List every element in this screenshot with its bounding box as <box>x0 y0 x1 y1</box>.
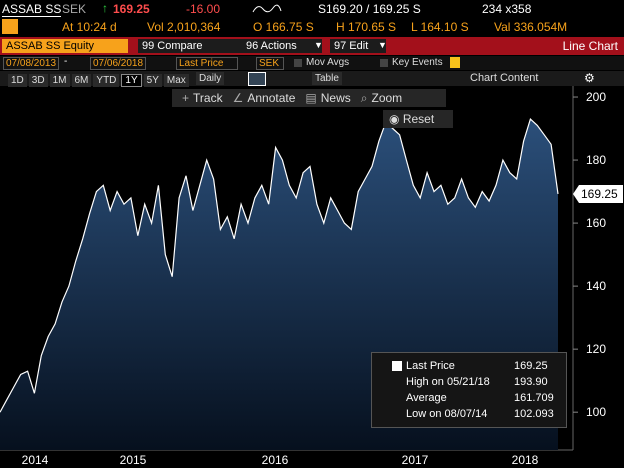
dropdown-arrow: ▼ <box>378 40 387 50</box>
reset-button[interactable]: ◉ Reset <box>383 110 453 128</box>
legend-value: 193.90 <box>514 376 548 388</box>
legend-label: Average <box>406 392 447 404</box>
period-button[interactable]: 5Y <box>143 74 162 87</box>
end-date[interactable]: 07/06/2018 <box>90 57 147 70</box>
currency: SEK <box>62 2 87 16</box>
chart-content[interactable]: Chart Content <box>470 72 539 84</box>
x-tick-label: 2015 <box>120 453 147 467</box>
ticker: ASSAB SS <box>2 2 62 17</box>
checkbox[interactable] <box>294 59 302 67</box>
high: H 170.65 S <box>336 20 397 34</box>
tool-icon: ∠ <box>232 91 244 105</box>
period-button[interactable]: 1M <box>49 74 70 87</box>
dropdown-arrow: ▼ <box>314 40 323 50</box>
legend-label: Low on 08/07/14 <box>406 408 488 420</box>
compare-button[interactable]: 99 Compare <box>138 39 242 53</box>
x-tick-label: 2014 <box>22 453 49 467</box>
tool-button[interactable]: News <box>320 91 351 105</box>
checkbox[interactable] <box>380 59 388 67</box>
field-select[interactable]: Last Price <box>176 57 238 70</box>
x-tick-label: 2017 <box>402 453 429 467</box>
legend-swatch <box>392 361 402 371</box>
x-tick-label: 2018 <box>512 453 539 467</box>
legend-row: Low on 08/07/14 102.093 <box>372 407 566 423</box>
quote-icon <box>2 19 18 34</box>
title-bar: ASSAB SS SEK ↑ 169.25 -16.00 S169.20 / 1… <box>0 0 624 18</box>
tool-icon: ▤ <box>305 91 317 105</box>
key-events: Key Events <box>392 57 443 68</box>
value-traded: Val 336.054M <box>494 20 568 34</box>
legend-label: High on 05/21/18 <box>406 376 490 388</box>
tool-icon: ⌕ <box>360 91 368 105</box>
open: O 166.75 S <box>253 20 314 34</box>
period-button[interactable]: YTD <box>93 74 120 87</box>
last-price-box <box>573 184 623 203</box>
low: L 164.10 S <box>411 20 469 34</box>
period-button[interactable]: 1Y <box>121 74 142 87</box>
period-button[interactable]: 1D <box>8 74 27 87</box>
y-tick-label: 200 <box>586 90 606 104</box>
bid-ask: S169.20 / 169.25 S <box>318 2 421 16</box>
y-tick-label: 160 <box>586 216 606 230</box>
legend-label: Last Price <box>406 360 455 372</box>
y-tick-label: 120 <box>586 342 606 356</box>
legend-value: 161.709 <box>514 392 554 404</box>
tool-button[interactable]: Zoom <box>371 91 403 105</box>
mov-avgs: Mov Avgs <box>306 57 350 68</box>
up-arrow: ↑ <box>102 1 108 15</box>
view-name: Line Chart <box>562 39 618 53</box>
currency-select[interactable]: SEK <box>256 57 284 70</box>
control-bar: 07/08/2013 - 07/06/2018 Last Price SEK M… <box>0 56 624 70</box>
chart-type-icon[interactable] <box>248 72 266 86</box>
tool-icon: + <box>182 91 190 105</box>
x-tick-label: 2016 <box>262 453 289 467</box>
legend-value: 102.093 <box>514 408 554 420</box>
sparkline-icon <box>252 4 282 13</box>
change: -16.00 <box>186 2 221 16</box>
actions-button[interactable]: 96 Actions <box>242 39 322 53</box>
legend-row: High on 05/21/18 193.90 <box>372 375 566 391</box>
legend-value: 169.25 <box>514 360 548 372</box>
table-button[interactable]: Table <box>312 72 342 85</box>
period-button[interactable]: 3D <box>28 74 48 87</box>
info-icon[interactable] <box>450 57 460 68</box>
frequency-select[interactable]: Daily <box>196 72 225 85</box>
period-bar: 1D 3D 1M 6M YTD 1Y 5Y Max Daily Table Chart Con… <box>0 71 624 87</box>
period-buttons: 1D 3D 1M 6M YTD 1Y 5Y Max <box>8 72 191 87</box>
price: 169.25 <box>113 2 150 16</box>
legend-row: Average 161.709 <box>372 391 566 407</box>
y-tick-label: 180 <box>586 153 606 167</box>
reset-label: Reset <box>402 112 435 126</box>
size: 234 x358 <box>482 2 532 16</box>
y-tick-label: 100 <box>586 405 606 419</box>
period-button[interactable]: Max <box>163 74 189 87</box>
chart-toolbar: + Track ∠ Annotate ▤ News ⌕ Zoom <box>172 89 446 107</box>
menu-bar: ASSAB SS Equity 99 Compare 96 Actions ▼ … <box>0 37 624 55</box>
period-button[interactable]: 6M <box>71 74 92 87</box>
edit-button[interactable]: 97 Edit <box>330 39 386 53</box>
tool-button[interactable]: Annotate <box>247 91 296 105</box>
last-price-label: 169.25 <box>581 187 618 201</box>
y-tick-label: 140 <box>586 279 606 293</box>
price-line <box>0 118 559 413</box>
volume: Vol 2,010,364 <box>147 20 221 34</box>
tool-button[interactable]: Track <box>193 91 223 105</box>
date-separator: - <box>64 56 68 67</box>
legend-row: Last Price 169.25 <box>372 359 566 375</box>
quote-bar: At 10:24 d Vol 2,010,364 O 166.75 S H 17… <box>0 18 624 36</box>
start-date[interactable]: 07/08/2013 <box>3 57 60 70</box>
security-field[interactable]: ASSAB SS Equity <box>2 39 128 53</box>
legend: Last Price 169.25 High on 05/21/18 193.90 Av… <box>371 352 567 428</box>
settings-icon[interactable]: ⚙ <box>584 71 595 85</box>
time: At 10:24 d <box>62 20 117 34</box>
